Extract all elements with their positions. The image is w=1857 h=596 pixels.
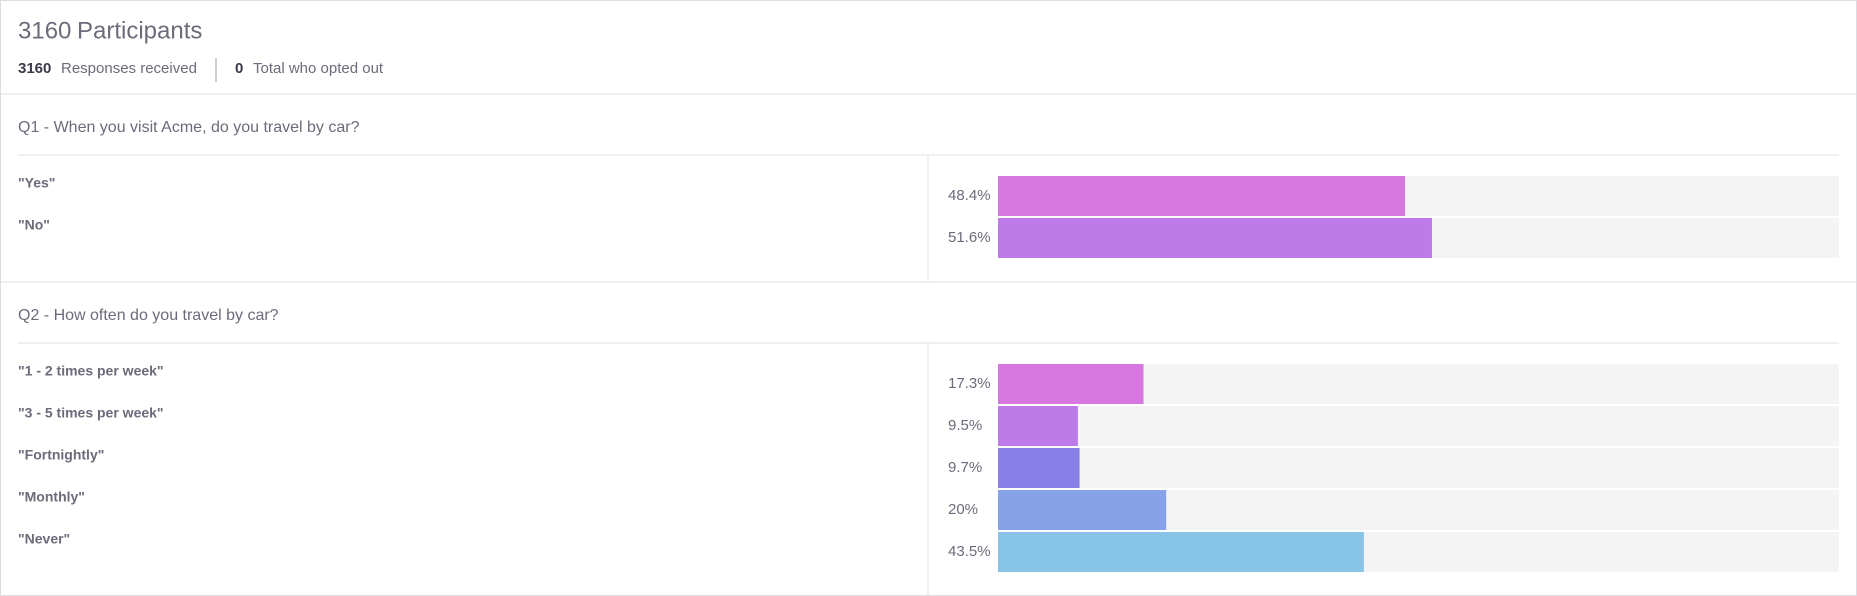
bar-track [998, 406, 1839, 446]
option-label: "Monthly" [18, 489, 85, 505]
option-label: "Yes" [18, 175, 55, 191]
percent-label: 20% [948, 501, 978, 518]
bar [998, 406, 1078, 446]
bar [998, 490, 1167, 530]
option-label: "No" [18, 217, 50, 233]
option-label: "Never" [18, 531, 70, 547]
opted-out-label: Total who opted out [253, 60, 384, 77]
opted-out-count: 0 [235, 60, 243, 77]
participant-count: 3160 [18, 17, 71, 44]
percent-label: 51.6% [948, 229, 991, 246]
responses-count: 3160 [18, 60, 51, 77]
question-title: Q2 - How often do you travel by car? [18, 307, 279, 324]
option-label: "Fortnightly" [18, 447, 104, 463]
responses-label: Responses received [61, 60, 197, 77]
option-label: "3 - 5 times per week" [18, 405, 164, 421]
question-title: Q1 - When you visit Acme, do you travel … [18, 119, 360, 136]
percent-label: 9.5% [948, 417, 982, 434]
option-label: "1 - 2 times per week" [18, 363, 164, 379]
percent-label: 9.7% [948, 459, 982, 476]
percent-label: 17.3% [948, 375, 991, 392]
percent-label: 48.4% [948, 187, 991, 204]
bar [998, 176, 1406, 216]
participant-label: Participants [77, 17, 202, 44]
bar [998, 448, 1080, 488]
bar [998, 364, 1144, 404]
bar-track [998, 448, 1839, 488]
bar [998, 532, 1364, 572]
bar [998, 218, 1432, 258]
percent-label: 43.5% [948, 543, 991, 560]
